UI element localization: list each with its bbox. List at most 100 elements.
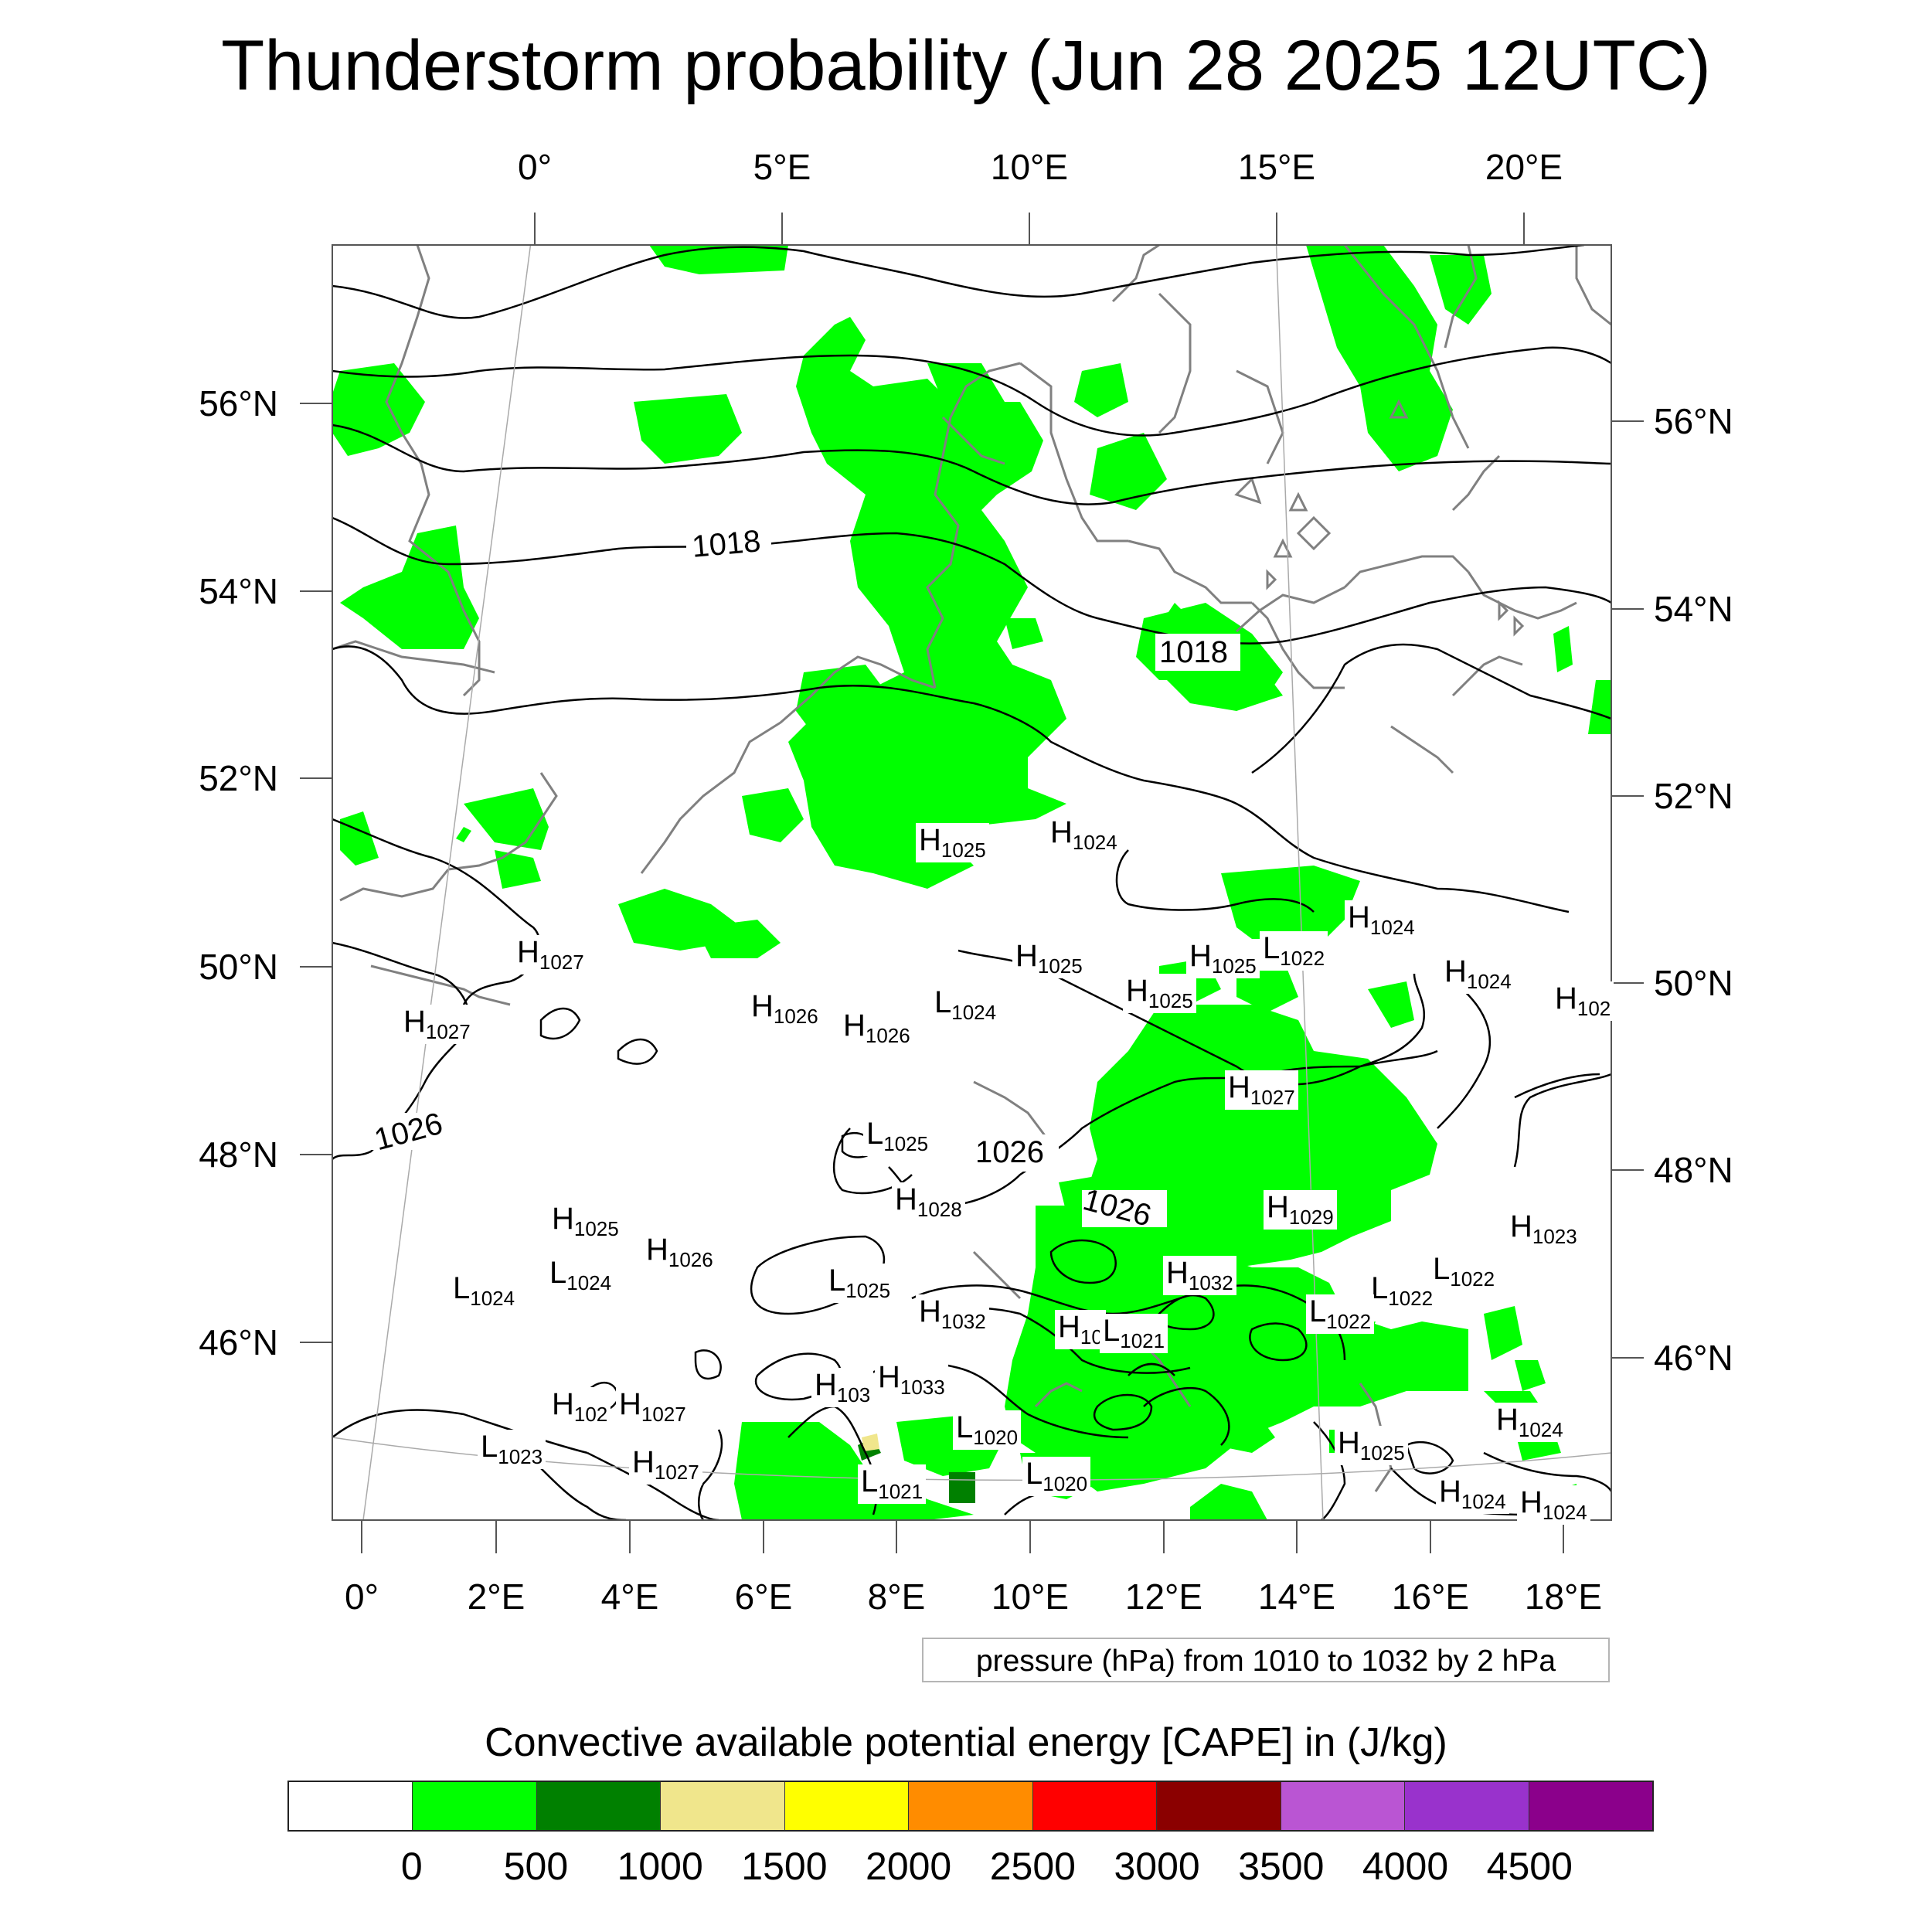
high-pressure-label: H1025 [1123, 974, 1196, 1013]
left-tick-label: 52°N [199, 758, 278, 798]
colorbar-box [1405, 1782, 1529, 1830]
high-pressure-label: H102 [1552, 981, 1614, 1021]
high-pressure-label: H1028 [892, 1182, 965, 1222]
low-pressure-label: L1022 [1368, 1271, 1437, 1311]
left-tick-label: 54°N [199, 571, 278, 611]
high-pressure-label: H1032 [1163, 1256, 1236, 1295]
colorbar-label: 4000 [1362, 1845, 1449, 1888]
colorbar-box [1032, 1782, 1158, 1830]
legend-title: Convective available potential energy [C… [485, 1720, 1447, 1765]
colorbar-label: 500 [503, 1845, 569, 1888]
colorbar-label: 0 [400, 1845, 423, 1888]
colorbar-box [289, 1782, 413, 1830]
high-pressure-label: H1029 [1264, 1190, 1337, 1230]
high-pressure-label: H1025 [916, 823, 989, 862]
colorbar-label: 4500 [1486, 1845, 1573, 1888]
low-pressure-label: L1020 [953, 1410, 1022, 1450]
left-tick-label: 56°N [199, 383, 278, 423]
bottom-tick-label: 6°E [734, 1577, 793, 1617]
high-pressure-label: H1026 [748, 989, 821, 1029]
right-tick-label: 56°N [1654, 401, 1733, 441]
high-pressure-label: H1027 [400, 1005, 474, 1044]
high-pressure-label: H1026 [840, 1009, 913, 1048]
bottom-tick-label: 0° [345, 1577, 379, 1617]
high-pressure-label: H1027 [1225, 1070, 1298, 1110]
high-pressure-label: H10 [1055, 1310, 1106, 1349]
axis-ticks [300, 213, 1644, 1553]
low-pressure-label: L1020 [1022, 1457, 1091, 1496]
low-pressure-label: L1022 [1260, 931, 1328, 971]
high-pressure-label: H1027 [629, 1445, 702, 1485]
low-pressure-label: L1025 [825, 1264, 894, 1303]
high-pressure-label: H1024 [1441, 954, 1515, 994]
low-pressure-label: L1021 [858, 1464, 927, 1504]
cape-shading-high [862, 1434, 879, 1451]
page-title: Thunderstorm probability (Jun 28 2025 12… [221, 26, 1711, 105]
isobar-label: 1026 [975, 1135, 1044, 1169]
high-pressure-label: H1024 [1047, 815, 1121, 855]
colorbar [287, 1781, 1654, 1832]
high-pressure-label: H1032 [916, 1294, 989, 1334]
top-tick-label: 20°E [1485, 147, 1563, 187]
low-pressure-label: L1024 [450, 1271, 519, 1311]
right-tick-label: 48°N [1654, 1150, 1733, 1190]
low-pressure-label: L1024 [931, 985, 1000, 1025]
low-pressure-label: L1022 [1430, 1252, 1498, 1291]
colorbar-box [661, 1782, 785, 1830]
left-tick-label: 50°N [199, 947, 278, 987]
top-tick-label: 10°E [990, 147, 1069, 187]
high-pressure-label: H1024 [1517, 1485, 1590, 1525]
coastlines [332, 245, 1611, 1492]
high-pressure-label: H102 [549, 1387, 611, 1427]
high-pressure-label: H1025 [549, 1202, 622, 1241]
colorbar-label: 3000 [1114, 1845, 1200, 1888]
colorbar-box [909, 1782, 1033, 1830]
low-pressure-label: L1021 [1100, 1314, 1168, 1353]
cape-shading [332, 245, 1611, 1520]
high-pressure-label: H1025 [1186, 939, 1260, 978]
right-tick-label: 54°N [1654, 589, 1733, 629]
high-pressure-label: H1027 [616, 1387, 689, 1427]
high-pressure-label: H1026 [643, 1233, 716, 1272]
bottom-tick-label: 14°E [1257, 1577, 1336, 1617]
colorbar-box [536, 1782, 662, 1830]
high-pressure-label: H1024 [1345, 900, 1418, 940]
map-frame [332, 244, 1612, 1521]
bottom-tick-label: 2°E [467, 1577, 526, 1617]
high-pressure-label: H103 [811, 1368, 874, 1407]
right-tick-label: 52°N [1654, 776, 1733, 816]
bottom-tick-label: 4°E [600, 1577, 659, 1617]
bottom-tick-label: 16°E [1391, 1577, 1470, 1617]
low-pressure-label: L1024 [546, 1256, 615, 1295]
high-pressure-label: H1024 [1493, 1403, 1566, 1442]
left-tick-label: 46°N [199, 1322, 278, 1362]
low-pressure-label: L1022 [1306, 1294, 1375, 1334]
right-tick-label: 46°N [1654, 1338, 1733, 1378]
colorbar-box [1529, 1782, 1652, 1830]
pressure-note: pressure (hPa) from 1010 to 1032 by 2 hP… [922, 1638, 1610, 1682]
high-pressure-label: H1027 [514, 935, 587, 975]
colorbar-box [1157, 1782, 1281, 1830]
colorbar-box [784, 1782, 910, 1830]
isobar-label: 1018 [1159, 635, 1228, 669]
left-tick-label: 48°N [199, 1134, 278, 1175]
top-tick-label: 0° [518, 147, 552, 187]
bottom-tick-label: 10°E [991, 1577, 1070, 1617]
colorbar-box [1281, 1782, 1406, 1830]
colorbar-label: 2000 [866, 1845, 952, 1888]
low-pressure-label: L1025 [863, 1117, 932, 1156]
high-pressure-label: H1025 [1012, 939, 1086, 978]
low-pressure-label: L1023 [478, 1430, 546, 1469]
bottom-tick-label: 18°E [1524, 1577, 1603, 1617]
high-pressure-label: H1033 [875, 1360, 948, 1400]
bottom-tick-label: 12°E [1124, 1577, 1203, 1617]
high-pressure-label: H1023 [1507, 1209, 1580, 1249]
high-pressure-label: H1025 [1335, 1426, 1408, 1465]
colorbar-label: 1000 [617, 1845, 703, 1888]
colorbar-label: 2500 [989, 1845, 1076, 1888]
colorbar-label: 1500 [741, 1845, 828, 1888]
colorbar-label: 3500 [1238, 1845, 1325, 1888]
bottom-tick-label: 8°E [867, 1577, 926, 1617]
top-tick-label: 15°E [1237, 147, 1316, 187]
